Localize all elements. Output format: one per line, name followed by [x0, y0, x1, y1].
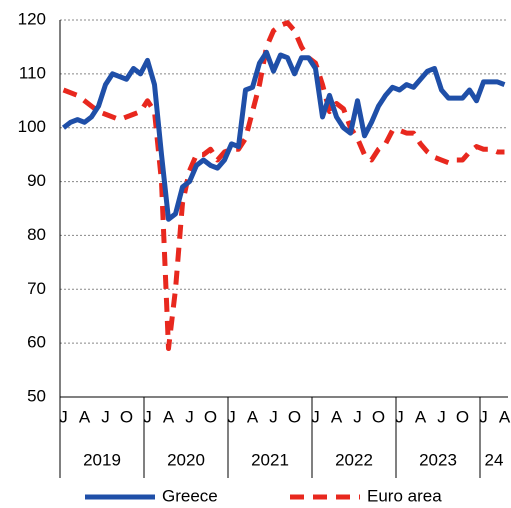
x-tick-label: J — [437, 407, 446, 426]
x-tick-label: A — [79, 407, 91, 426]
y-tick-label: 100 — [18, 117, 46, 136]
x-tick-label: O — [456, 407, 469, 426]
x-tick-label: O — [372, 407, 385, 426]
y-tick-label: 120 — [18, 9, 46, 28]
x-tick-label: O — [288, 407, 301, 426]
x-tick-label: J — [353, 407, 362, 426]
x-tick-label: J — [269, 407, 278, 426]
x-tick-label: A — [247, 407, 259, 426]
x-group-label: 2019 — [83, 450, 121, 469]
y-tick-label: 60 — [27, 333, 46, 352]
x-group-label: 24 — [485, 450, 504, 469]
x-tick-label: J — [227, 407, 236, 426]
x-group-label: 2020 — [167, 450, 205, 469]
legend-label: Greece — [162, 486, 218, 505]
x-tick-label: J — [395, 407, 404, 426]
y-tick-label: 110 — [19, 63, 46, 82]
y-tick-label: 50 — [27, 386, 46, 405]
x-tick-label: A — [163, 407, 175, 426]
x-tick-label: O — [120, 407, 133, 426]
x-tick-label: A — [499, 407, 511, 426]
line-series — [61, 49, 506, 222]
x-group-label: 2022 — [335, 450, 373, 469]
x-tick-label: J — [59, 407, 68, 426]
x-tick-label: O — [204, 407, 217, 426]
y-tick-label: 70 — [27, 279, 46, 298]
line-series — [62, 20, 505, 352]
x-group-label: 2023 — [419, 450, 457, 469]
x-tick-label: J — [479, 407, 488, 426]
x-tick-label: A — [415, 407, 427, 426]
x-tick-label: J — [185, 407, 194, 426]
x-tick-label: J — [311, 407, 320, 426]
legend-label: Euro area — [367, 486, 442, 505]
x-tick-label: A — [331, 407, 343, 426]
x-tick-label: J — [101, 407, 110, 426]
x-group-label: 2021 — [251, 450, 289, 469]
x-tick-label: J — [143, 407, 152, 426]
y-tick-label: 80 — [27, 225, 46, 244]
y-tick-label: 90 — [27, 171, 46, 190]
